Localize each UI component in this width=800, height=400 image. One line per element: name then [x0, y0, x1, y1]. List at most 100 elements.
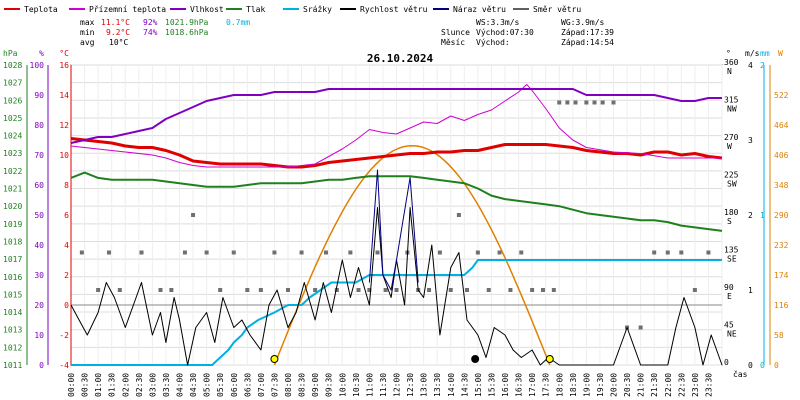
tick-pct-9: 10	[34, 331, 44, 340]
xtick-44: 22:00	[664, 373, 673, 397]
tick-ms-1: 3	[748, 136, 753, 145]
axis-unit-degc: °C	[59, 49, 69, 58]
stat-moon-label: Měsíc	[441, 38, 465, 47]
tick-hpa-9: 1019	[3, 220, 22, 229]
tick-degc-5: 6	[64, 211, 69, 220]
axes: hPa1028102710261025102410231022102110201…	[3, 49, 789, 397]
xtick-8: 04:00	[176, 373, 185, 397]
series-1	[70, 84, 722, 168]
wind-dir-point	[334, 288, 339, 292]
tick-dirlbl-1: NW	[727, 105, 737, 114]
tick-degc-9: -2	[59, 331, 69, 340]
xtick-10: 05:00	[203, 373, 212, 397]
xtick-34: 17:00	[528, 373, 537, 397]
wind-dir-point	[611, 100, 616, 105]
tick-wm2-1: 464	[774, 121, 789, 130]
tick-hpa-2: 1026	[3, 96, 22, 105]
stat-sunset: Západ:17:39	[561, 28, 614, 37]
stat-max-label: max	[80, 18, 95, 27]
xtick-41: 20:30	[623, 373, 632, 397]
tick-dirlbl-5: SE	[727, 255, 737, 264]
wind-dir-point	[169, 288, 174, 292]
tick-ms-0: 4	[748, 61, 753, 70]
tick-dir-0: 360	[724, 58, 739, 67]
axis-unit-ms: m/s	[745, 49, 760, 58]
x-axis-label: čas	[733, 369, 748, 379]
xtick-32: 16:00	[501, 373, 510, 397]
wind-dir-point	[679, 250, 684, 255]
tick-degc-3: 10	[59, 151, 69, 160]
series-3	[70, 171, 723, 232]
wind-dir-point	[427, 288, 432, 292]
wind-dir-point	[530, 288, 535, 292]
tick-ms-3: 1	[748, 286, 753, 295]
xtick-39: 19:30	[596, 373, 605, 397]
tick-hpa-12: 1016	[3, 273, 22, 282]
stat-wg: WG:3.9m/s	[561, 18, 605, 27]
stat-temp-min: 9.2°C	[106, 28, 130, 37]
wind-dir-point	[383, 288, 388, 292]
wind-dir-point	[573, 100, 578, 105]
plot-area	[70, 84, 723, 366]
tick-pct-10: 0	[39, 361, 44, 370]
wind-dir-point	[519, 250, 524, 255]
tick-mm-1: 1	[760, 211, 765, 220]
tick-dirlbl-3: SW	[727, 180, 737, 189]
tick-hpa-15: 1013	[3, 326, 22, 335]
tick-hpa-17: 1011	[3, 361, 22, 370]
stat-sun-label: Slunce	[441, 28, 470, 37]
tick-mm-2: 0	[760, 361, 765, 370]
tick-dirlbl-2: W	[727, 142, 732, 151]
tick-dir-5: 135	[724, 246, 739, 255]
wind-dir-point	[652, 250, 657, 255]
wind-dir-point	[286, 288, 290, 292]
tick-dir-2: 270	[724, 133, 739, 142]
xtick-33: 16:30	[515, 373, 524, 397]
wind-dir-point	[584, 100, 589, 105]
xtick-46: 23:00	[691, 373, 700, 397]
xtick-5: 02:30	[135, 373, 144, 397]
stat-min-label: min	[80, 28, 95, 37]
wind-dir-point	[299, 250, 304, 255]
wind-dir-point	[497, 250, 502, 255]
tick-hpa-0: 1028	[3, 61, 22, 70]
wind-dir-point	[508, 288, 513, 292]
tick-hpa-7: 1021	[3, 185, 22, 194]
marker-sunrise	[270, 355, 279, 363]
tick-dir-8: 0	[724, 358, 729, 367]
wind-dir-point	[182, 250, 187, 255]
legend-item-3: Tlak	[246, 5, 265, 14]
tick-hpa-6: 1022	[3, 167, 22, 176]
tick-hpa-4: 1024	[3, 132, 22, 141]
series-5	[70, 207, 723, 366]
grid	[70, 64, 723, 366]
xtick-12: 06:00	[230, 373, 239, 397]
tick-degc-10: -4	[59, 361, 69, 370]
tick-wm2-4: 290	[774, 211, 789, 220]
wind-dir-point	[692, 288, 697, 292]
tick-degc-0: 16	[59, 61, 69, 70]
xtick-28: 14:00	[447, 373, 456, 397]
tick-dirlbl-7: NE	[727, 330, 737, 339]
tick-degc-1: 14	[59, 91, 69, 100]
xtick-1: 00:30	[81, 373, 90, 397]
tick-wm2-0: 522	[774, 91, 789, 100]
xtick-4: 02:00	[121, 373, 130, 397]
tick-dir-4: 180	[724, 208, 739, 217]
legend-item-5: Rychlost větru	[360, 5, 428, 14]
xtick-47: 23:30	[704, 373, 713, 397]
wind-dir-point	[600, 100, 605, 105]
tick-wm2-6: 174	[774, 271, 789, 280]
legend: Teplota Přízemní teplota Vlhkost Tlak Srážky…	[4, 5, 581, 14]
tick-degc-2: 12	[59, 121, 69, 130]
stat-temp-max: 11.1°C	[101, 18, 130, 27]
series-2	[70, 88, 722, 144]
xtick-20: 10:00	[338, 373, 347, 397]
wind-dir-point	[323, 250, 328, 255]
wind-dir-point	[394, 288, 399, 292]
xtick-11: 05:30	[216, 373, 225, 397]
xtick-7: 03:30	[162, 373, 171, 397]
tick-hpa-3: 1025	[3, 114, 22, 123]
stat-hum-min: 74%	[143, 28, 158, 37]
